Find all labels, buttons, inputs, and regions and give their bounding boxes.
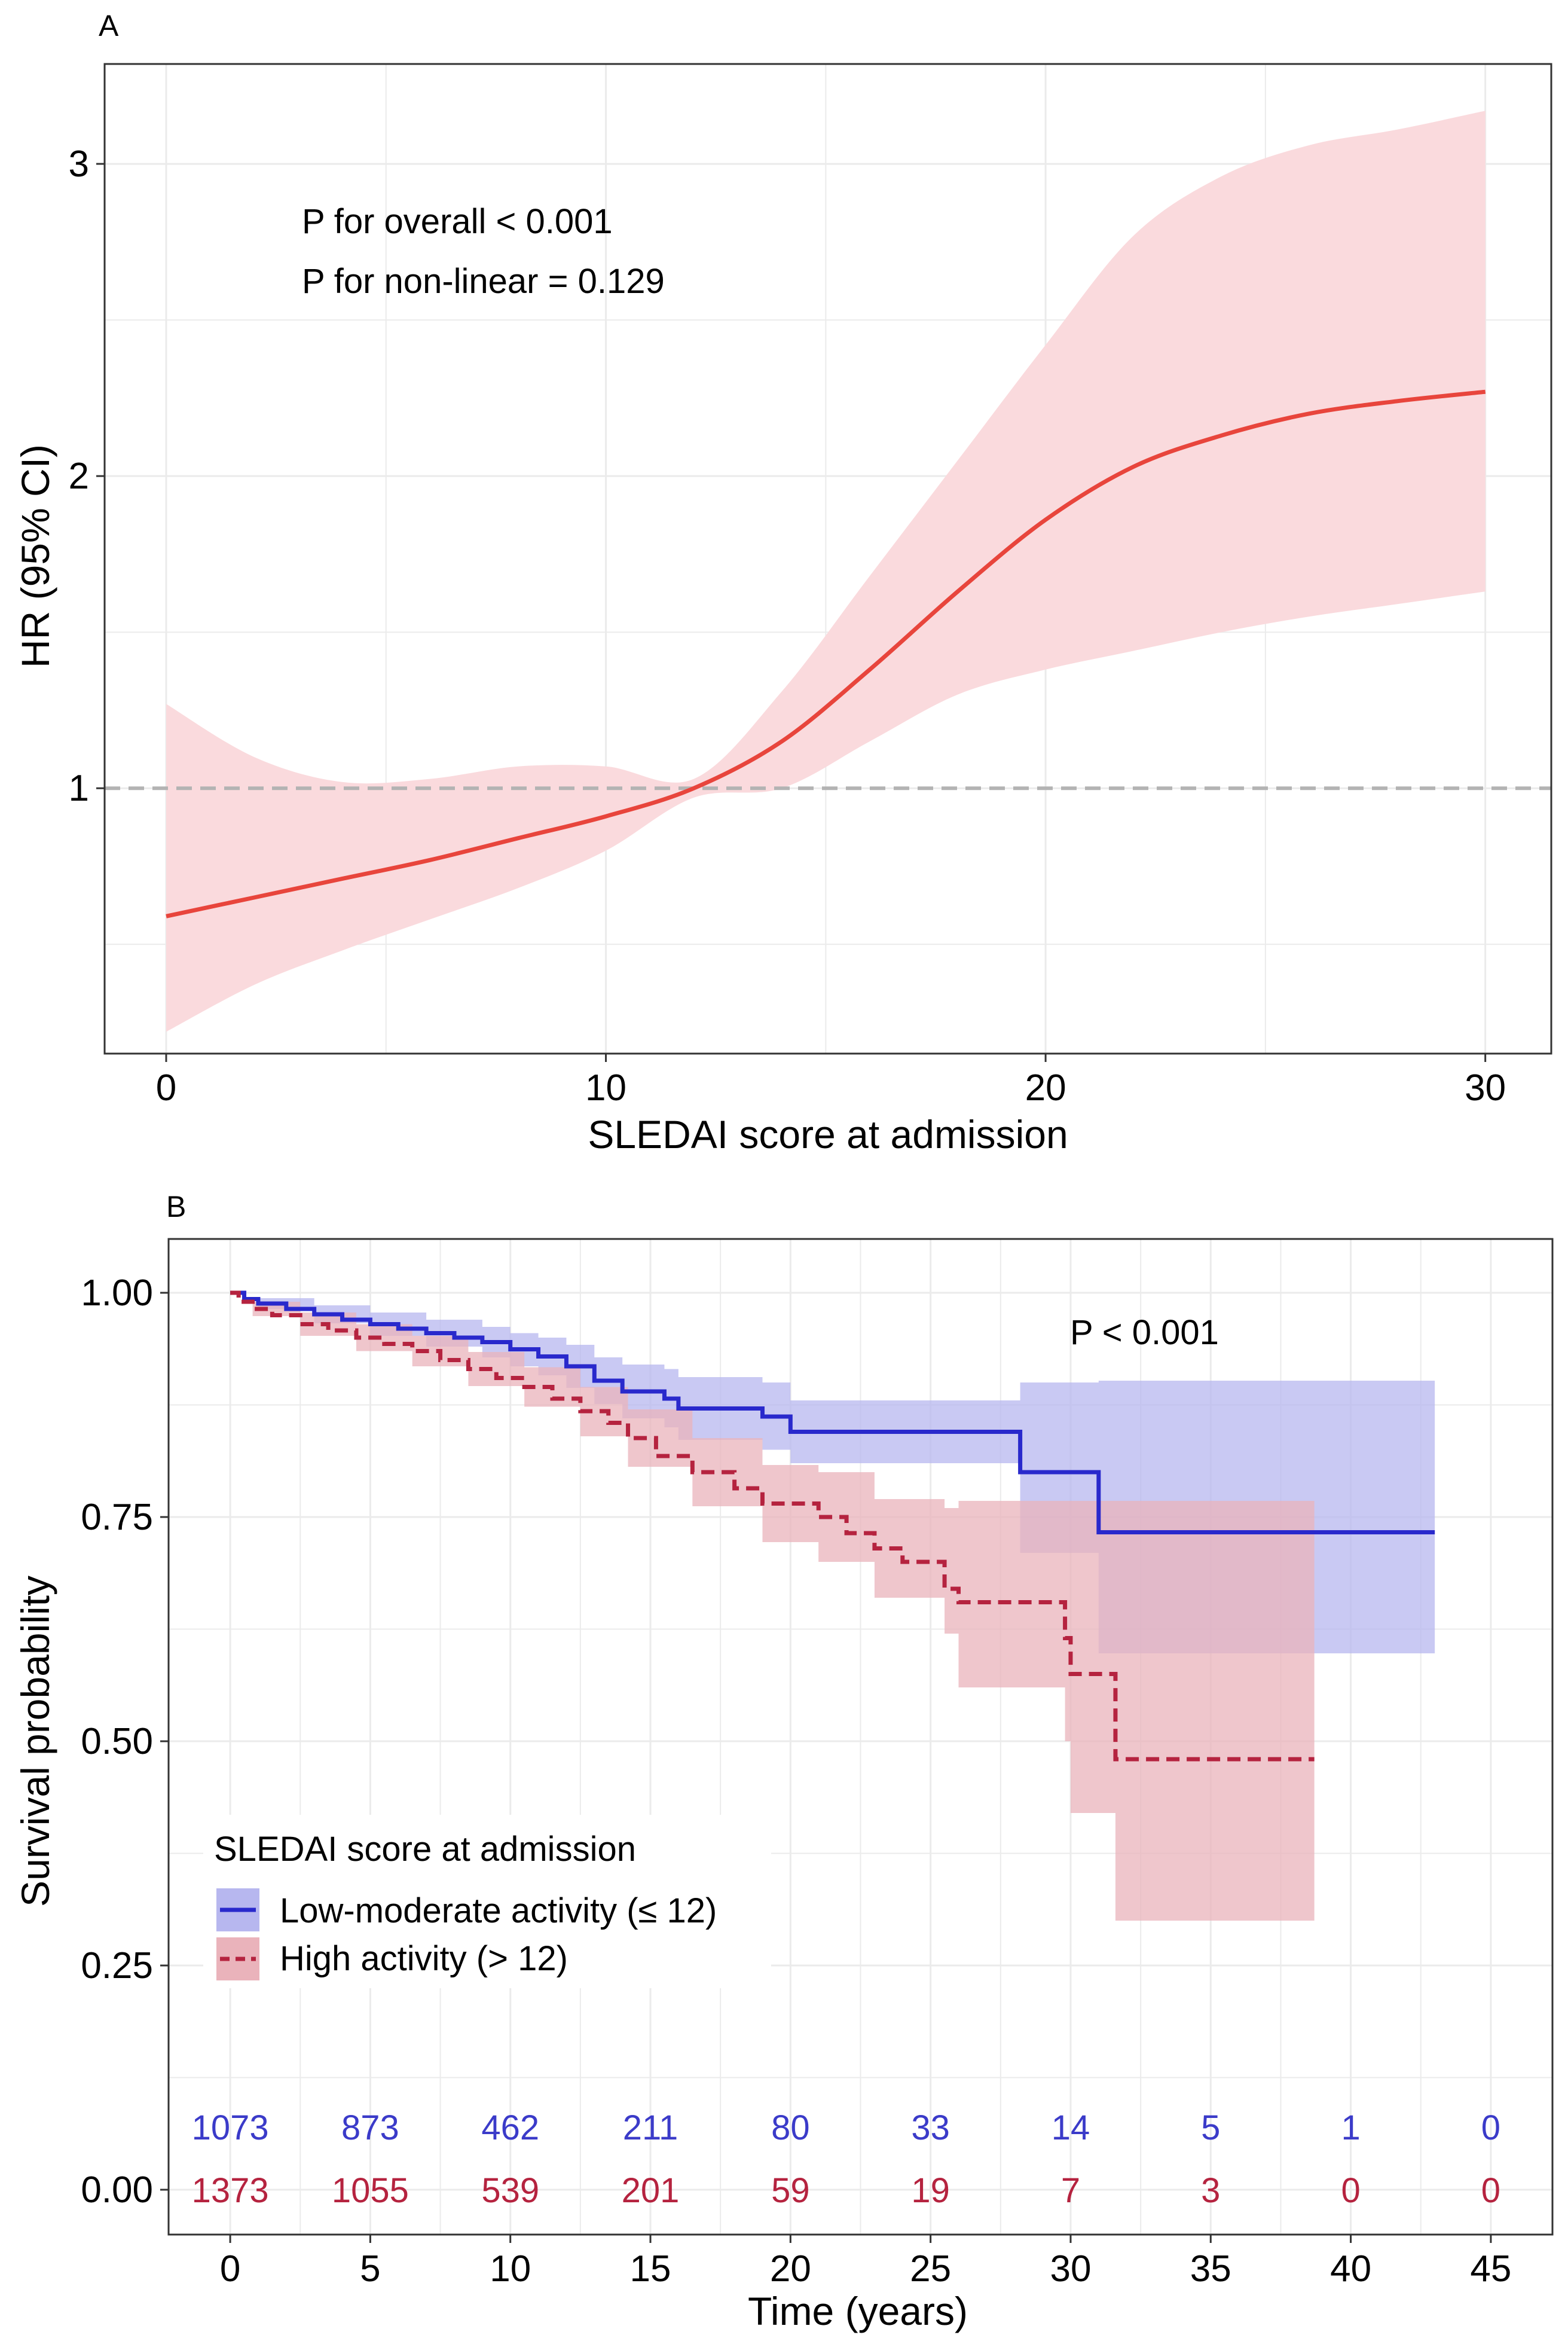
risk-count-high-35: 3: [1201, 2171, 1220, 2210]
panel-b-y-axis: 0.00 0.25 0.50 0.75 1.00: [81, 1272, 169, 2211]
panel-b-x-axis-title: Time (years): [748, 2289, 968, 2333]
y-tick-label-1: 1: [69, 768, 89, 809]
panel-b-x-axis: 0 5 10 15 20 25 30 35 40 45: [220, 2235, 1511, 2290]
risk-count-high-5: 1055: [332, 2171, 409, 2210]
x-tick-label-30: 30: [1465, 1067, 1506, 1109]
x-tick-label-35: 35: [1190, 2248, 1231, 2290]
y-tick-label-2: 2: [69, 456, 89, 497]
risk-count-low-15: 211: [623, 2108, 678, 2147]
x-tick-label-0: 0: [220, 2248, 240, 2290]
x-tick-label-5: 5: [360, 2248, 380, 2290]
y-tick-label-0-5: 0.50: [81, 1721, 153, 1762]
x-tick-label-10: 10: [585, 1067, 626, 1109]
x-tick-label-15: 15: [630, 2248, 671, 2290]
risk-count-high-25: 19: [911, 2171, 950, 2210]
risk-count-high-30: 7: [1061, 2171, 1080, 2210]
x-tick-label-10: 10: [490, 2248, 531, 2290]
risk-count-high-20: 59: [771, 2171, 810, 2210]
x-tick-label-30: 30: [1050, 2248, 1091, 2290]
risk-count-low-10: 462: [481, 2108, 539, 2147]
p-nonlinear-annotation: P for non-linear = 0.129: [302, 262, 665, 301]
risk-count-low-45: 0: [1481, 2108, 1500, 2147]
panel-a-y-axis-title: HR (95% CI): [13, 444, 57, 668]
panel-a: A 0 10 20 30 123 SLEDAI score at admission …: [13, 9, 1552, 1156]
p-overall-annotation: P for overall < 0.001: [302, 202, 613, 241]
survival-band-high-activity-12: [230, 1293, 1315, 1921]
hr-confidence-band: [166, 111, 1486, 1032]
panel-a-y-axis: 1 2 3: [69, 144, 105, 809]
legend-label-high: High activity (> 12): [280, 1939, 568, 1978]
x-tick-label-45: 45: [1470, 2248, 1511, 2290]
risk-count-low-35: 5: [1201, 2108, 1220, 2147]
risk-count-low-30: 14: [1052, 2108, 1090, 2147]
x-tick-label-20: 20: [1025, 1067, 1066, 1109]
survival-confidence-bands: [230, 1293, 1435, 1921]
legend-label-low-moderate: Low-moderate activity (≤ 12): [280, 1891, 717, 1930]
risk-count-low-20: 80: [771, 2108, 810, 2147]
y-tick-label-3: 3: [69, 144, 89, 185]
hr-spline-line: [166, 389, 1486, 918]
panel-b-y-axis-title: Survival probability: [13, 1576, 57, 1907]
survival-curves: [230, 1290, 1435, 1762]
survival-curve-low-moderate-activity-12: [230, 1290, 1435, 1534]
x-tick-label-20: 20: [770, 2248, 811, 2290]
y-tick-label-0-75: 0.75: [81, 1497, 153, 1538]
risk-count-high-0: 1373: [192, 2171, 269, 2210]
survival-curve-high-activity-12: [230, 1290, 1315, 1762]
risk-count-high-40: 0: [1341, 2171, 1360, 2210]
panel-a-label: A: [99, 9, 119, 42]
number-at-risk-table: 1073 873 462 211 80 33 14 5 1 0 1373 1055 539 201 59 19…: [192, 2108, 1500, 2210]
panel-a-x-axis: 0 10 20 30: [156, 1054, 1506, 1109]
risk-count-low-25: 33: [911, 2108, 950, 2147]
x-tick-label-25: 25: [910, 2248, 951, 2290]
y-tick-label-1: 1.00: [81, 1272, 153, 1314]
y-tick-label-0-25: 0.25: [81, 1945, 153, 1986]
panel-b-frame: [167, 1238, 1554, 2236]
legend-background: [203, 1815, 771, 1988]
risk-count-high-45: 0: [1481, 2171, 1500, 2210]
p-value-annotation: P < 0.001: [1070, 1313, 1219, 1352]
risk-count-high-10: 539: [481, 2171, 539, 2210]
panel-a-x-axis-title: SLEDAI score at admission: [588, 1112, 1068, 1156]
panel-b-label: B: [166, 1190, 186, 1223]
risk-count-low-0: 1073: [192, 2108, 269, 2147]
panel-a-frame: [103, 63, 1552, 1055]
risk-count-high-15: 201: [622, 2171, 680, 2210]
y-tick-label-0: 0.00: [81, 2169, 153, 2211]
x-tick-label-0: 0: [156, 1067, 176, 1109]
risk-count-low-5: 873: [341, 2108, 399, 2147]
risk-count-low-40: 1: [1341, 2108, 1360, 2147]
x-tick-label-40: 40: [1330, 2248, 1371, 2290]
legend-title: SLEDAI score at admission: [214, 1830, 636, 1869]
legend: SLEDAI score at admission Low-moderate a…: [203, 1815, 771, 1988]
